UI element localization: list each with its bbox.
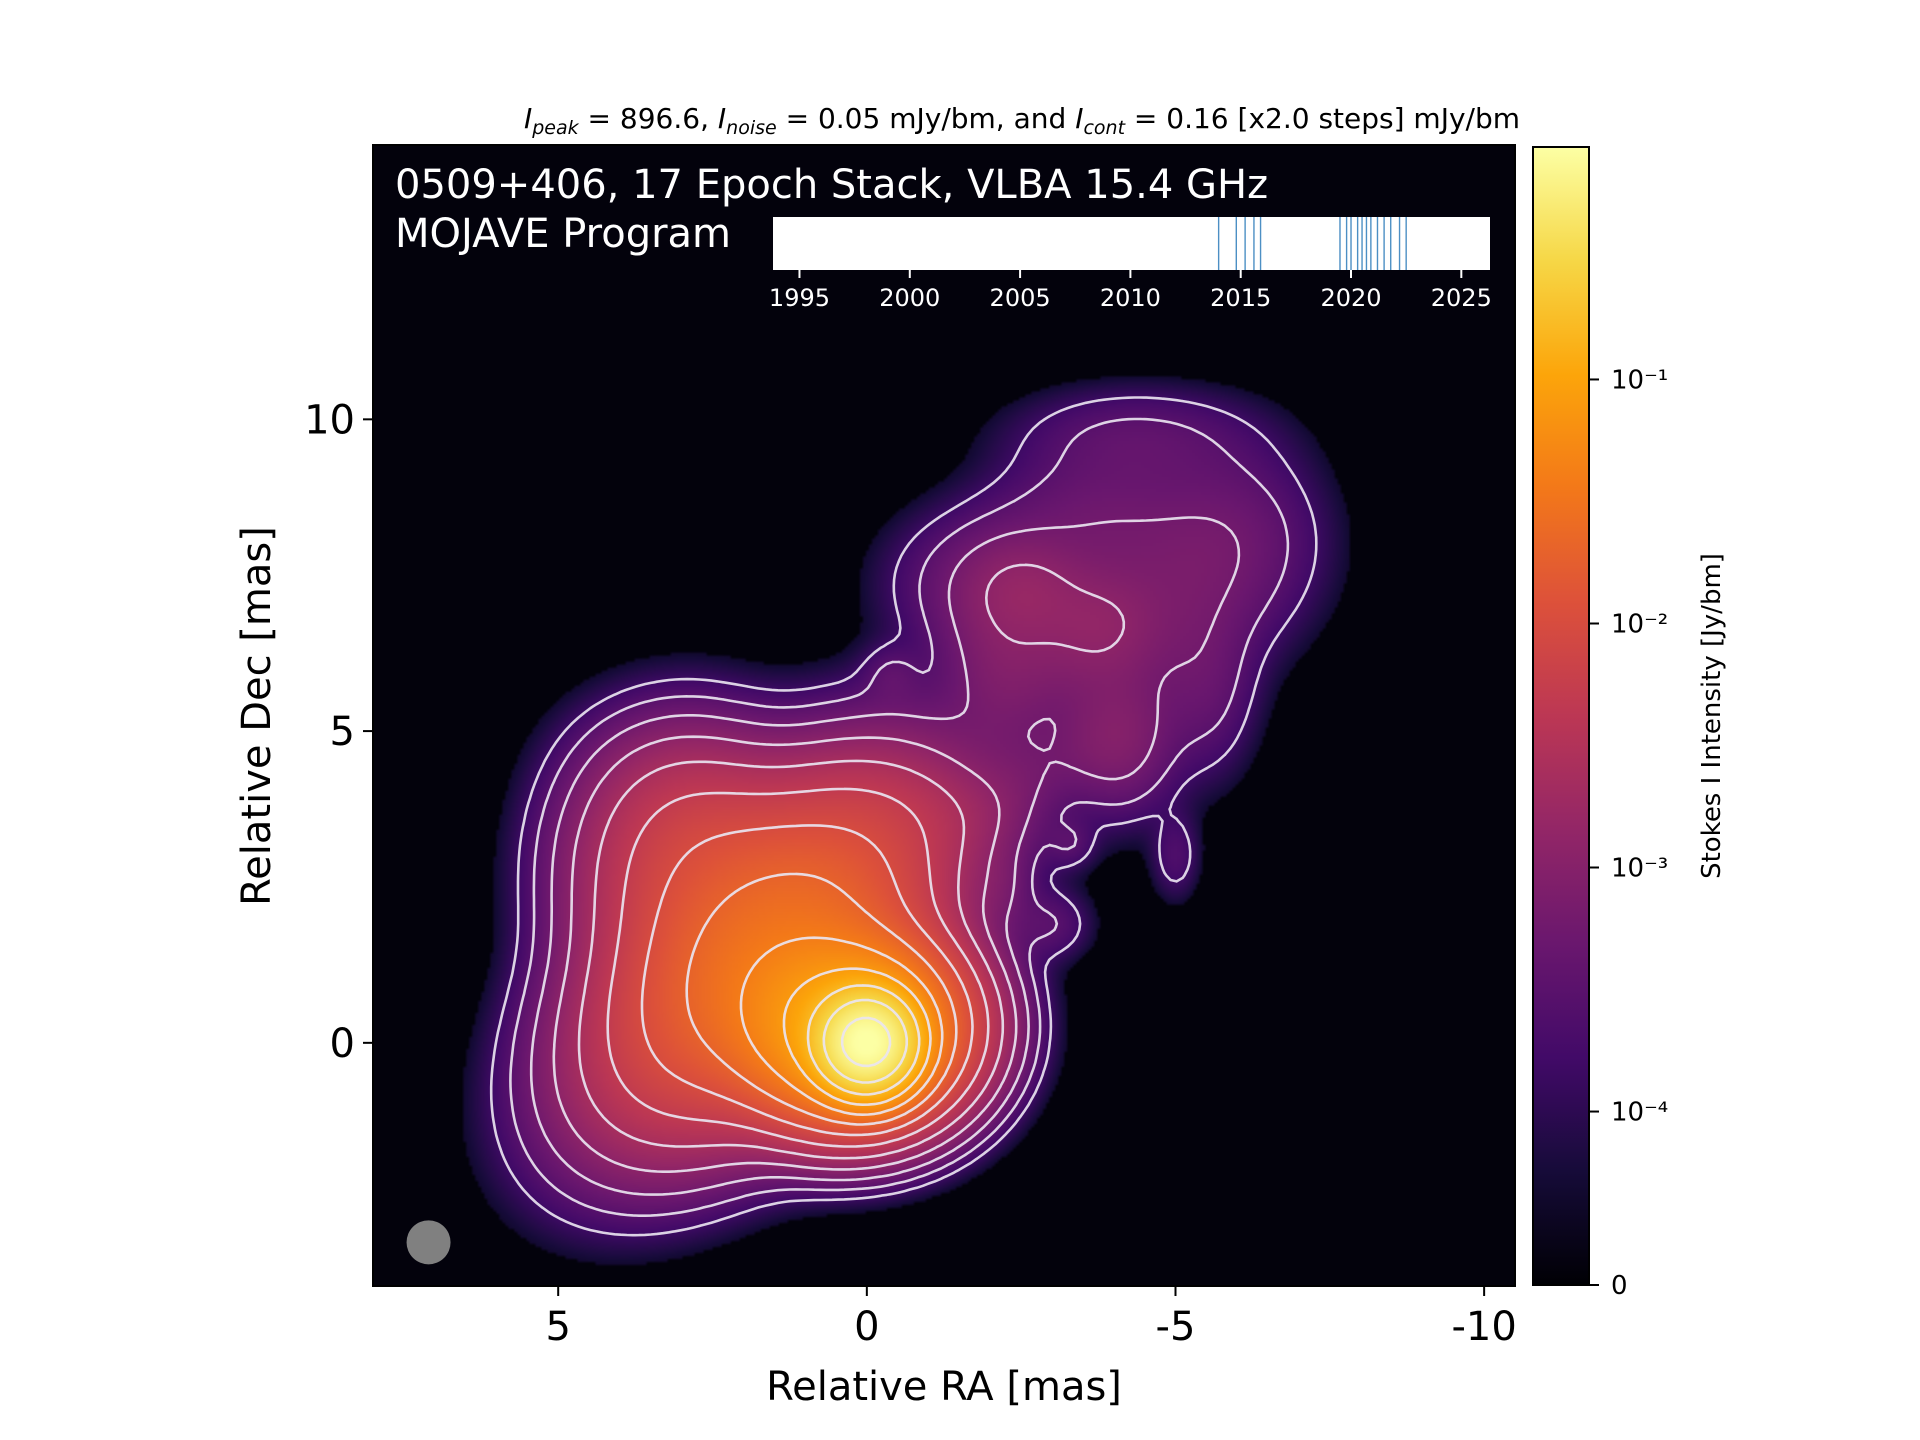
contour-level: [739, 936, 944, 1116]
title-noise-sub: noise: [726, 117, 777, 139]
epoch-timeline: 1995 2000 2005 2010 2015 2020 2025: [769, 217, 1492, 312]
y-tick-label: 10: [304, 397, 355, 443]
timeline-tick-label: 1995: [769, 284, 830, 312]
contour-lines: [489, 396, 1318, 1237]
x-tick-label: 0: [854, 1304, 879, 1350]
timeline-tick-label: 2010: [1100, 284, 1161, 312]
contour-level: [685, 872, 958, 1126]
contour-level: [640, 824, 974, 1137]
y-tick-label: 5: [330, 709, 355, 755]
timeline-tick-label: 2005: [990, 284, 1051, 312]
chart-title: Ipeak = 896.6, Inoise = 0.05 mJy/bm, and…: [524, 102, 1520, 139]
title-cont-symbol: I: [1075, 102, 1083, 135]
contour-level: [552, 563, 1126, 1173]
annotation-source: 0509+406, 17 Epoch Stack, VLBA 15.4 GHz: [395, 162, 1268, 208]
x-tick-label: -5: [1156, 1304, 1196, 1350]
contour-level: [822, 998, 908, 1084]
contour-level: [840, 1016, 892, 1068]
contour-level: [489, 396, 1318, 1237]
timeline-background: [773, 217, 1490, 270]
contour-level: [529, 516, 1241, 1196]
y-axis-ticks: 0 5 10: [304, 397, 373, 1067]
colorbar-label: Stokes I Intensity [Jy/bm]: [1697, 553, 1727, 879]
contour-level: [606, 787, 990, 1148]
colorbar-tick-label: 10⁻⁴: [1611, 1098, 1668, 1128]
colorbar-tick-label: 10⁻³: [1611, 854, 1668, 884]
title-cont-sub: cont: [1083, 117, 1126, 139]
timeline-tick-label: 2025: [1431, 284, 1492, 312]
contour-level: [577, 759, 1005, 1160]
x-tick-label: -10: [1451, 1304, 1516, 1350]
title-cont-text: = 0.16 [x2.0 steps] mJy/bm: [1125, 102, 1520, 135]
y-axis-label: Relative Dec [mas]: [234, 526, 280, 906]
colorbar-tick-label: 10⁻²: [1611, 609, 1668, 639]
plot-area: [372, 144, 1516, 1287]
timeline-tick-label: 2015: [1210, 284, 1271, 312]
title-noise-text: = 0.05 mJy/bm, and: [777, 102, 1075, 135]
timeline-ticks: 1995 2000 2005 2010 2015 2020 2025: [769, 270, 1492, 312]
annotation-program: MOJAVE Program: [395, 211, 731, 257]
title-noise-symbol: I: [718, 102, 726, 135]
y-tick-label: 0: [330, 1021, 355, 1067]
x-axis-ticks: 5 0 -5 -10: [545, 1286, 1517, 1350]
title-peak-sub: peak: [531, 117, 579, 139]
title-peak-symbol: I: [524, 102, 532, 135]
timeline-epochs: [1217, 217, 1407, 270]
colorbar-tick-label: 0: [1611, 1271, 1628, 1301]
colorbar-gradient: [1532, 146, 1590, 1286]
contour-level: [806, 984, 921, 1096]
contour-level: [509, 417, 1290, 1217]
colorbar-ticks: 0 10⁻⁴ 10⁻³ 10⁻² 10⁻¹: [1589, 365, 1668, 1301]
contour-level: [782, 967, 932, 1106]
colorbar-tick-label: 10⁻¹: [1611, 365, 1668, 395]
timeline-tick-label: 2020: [1320, 284, 1381, 312]
x-tick-label: 5: [545, 1304, 570, 1350]
title-peak-text: = 896.6,: [579, 102, 718, 135]
plot-frame: [372, 144, 1516, 1287]
beam-ellipse: [406, 1220, 451, 1265]
colorbar: 0 10⁻⁴ 10⁻³ 10⁻² 10⁻¹ Stokes I Intensity [Jy…: [1532, 146, 1727, 1301]
x-axis-label: Relative RA [mas]: [766, 1364, 1122, 1410]
timeline-tick-label: 2000: [879, 284, 940, 312]
